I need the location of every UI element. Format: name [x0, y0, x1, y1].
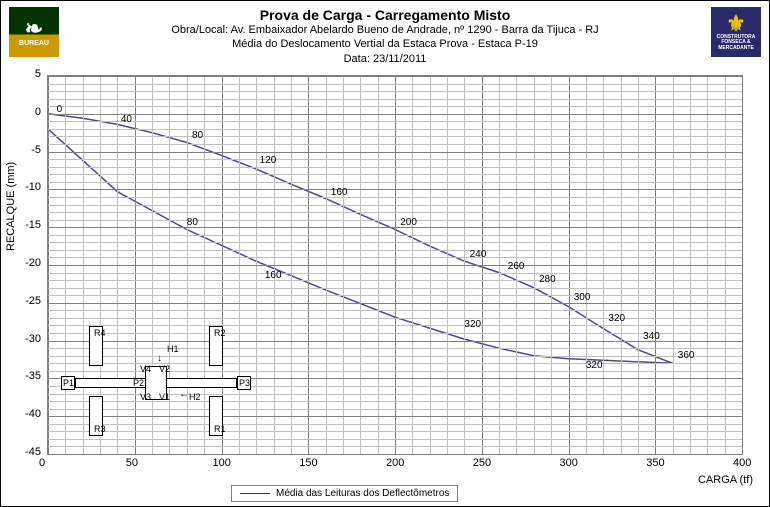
data-label: 120 [260, 155, 277, 166]
legend-label: Média das Leituras dos Deflectômetros [276, 488, 449, 499]
data-label: 340 [643, 331, 660, 342]
y-axis-title: RECALQUE (mm) [5, 162, 17, 251]
y-tick-label: -30 [17, 333, 41, 345]
data-label: 260 [508, 261, 525, 272]
x-tick-label: 300 [560, 457, 578, 469]
y-tick-label: -5 [17, 144, 41, 156]
x-tick-label: 350 [646, 457, 664, 469]
y-tick-label: 0 [17, 106, 41, 118]
y-tick-label: -35 [17, 370, 41, 382]
y-tick-label: 5 [17, 68, 41, 80]
data-label: 200 [400, 217, 417, 228]
data-label: 320 [586, 360, 603, 371]
data-label: 240 [470, 249, 487, 260]
y-tick-label: -10 [17, 181, 41, 193]
x-axis-title: CARGA (tf) [698, 474, 753, 486]
x-tick-label: 250 [473, 457, 491, 469]
y-tick-label: -15 [17, 219, 41, 231]
data-label: 80 [192, 130, 203, 141]
data-label: 320 [608, 313, 625, 324]
page-root: ❧ BUREAU ⚜ CONSTRUTORA FONSECA & MERCADA… [0, 0, 770, 507]
y-tick-label: -25 [17, 295, 41, 307]
data-label: 280 [539, 274, 556, 285]
legend-swatch [240, 493, 270, 494]
data-label: 40 [121, 114, 132, 125]
chart-subtitle-3: Data: 23/11/2011 [1, 52, 769, 66]
legend: Média das Leituras dos Deflectômetros [231, 485, 458, 502]
x-tick-label: 50 [126, 457, 138, 469]
y-tick-label: -40 [17, 408, 41, 420]
title-block: Prova de Carga - Carregamento Misto Obra… [1, 7, 769, 66]
data-label: 80 [187, 217, 198, 228]
data-label: 160 [265, 270, 282, 281]
data-label: 160 [331, 187, 348, 198]
y-tick-label: -45 [17, 446, 41, 458]
x-tick-label: 150 [299, 457, 317, 469]
chart-subtitle-2: Média do Deslocamento Vertial da Estaca … [1, 37, 769, 51]
x-tick-label: 400 [733, 457, 751, 469]
x-tick-label: 0 [39, 457, 45, 469]
y-tick-label: -20 [17, 257, 41, 269]
data-label: 300 [574, 292, 591, 303]
x-tick-label: 200 [386, 457, 404, 469]
data-label: 360 [678, 350, 695, 361]
x-tick-label: 100 [213, 457, 231, 469]
chart-subtitle-1: Obra/Local: Av. Embaixador Abelardo Buen… [1, 23, 769, 37]
data-label: 320 [464, 319, 481, 330]
inset-diagram: R4 R2 R3 R1 P1 P2 P3 H1 H2 V4 V2 V3 V1 ↓… [61, 326, 241, 446]
data-label: 0 [57, 104, 63, 115]
chart-title: Prova de Carga - Carregamento Misto [1, 7, 769, 23]
